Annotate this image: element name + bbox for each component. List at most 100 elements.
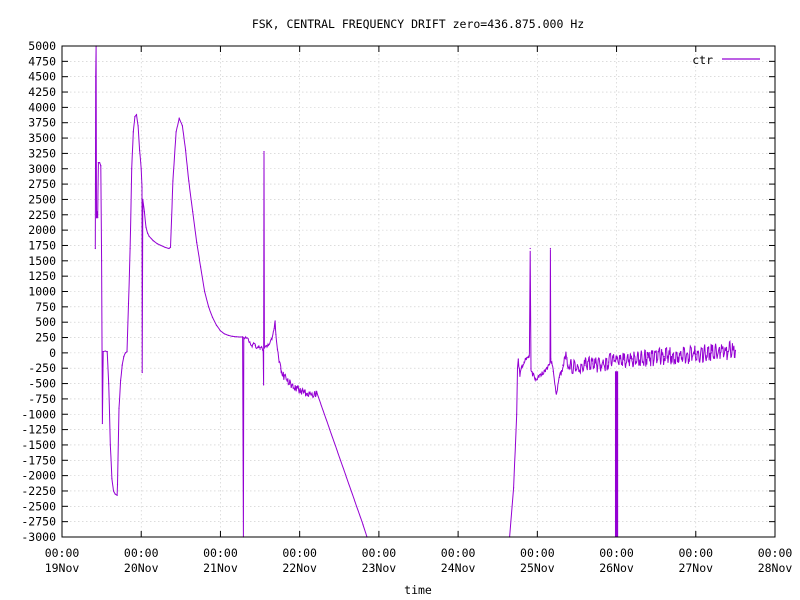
data-point-ctr xyxy=(274,320,276,322)
data-point-ctr xyxy=(204,290,206,293)
data-point-ctr xyxy=(631,358,634,360)
y-tick-label: 4750 xyxy=(28,54,56,68)
y-tick-label: 4500 xyxy=(28,70,56,84)
chart-title: FSK, CENTRAL FREQUENCY DRIFT zero=436.87… xyxy=(252,17,584,31)
data-point-ctr xyxy=(517,358,519,360)
burst-block-26nov xyxy=(614,371,619,537)
data-point-ctr xyxy=(106,351,108,353)
data-point-ctr xyxy=(94,247,96,250)
data-point-ctr xyxy=(126,351,128,353)
y-tick-label: 500 xyxy=(35,315,56,329)
y-tick-label: 250 xyxy=(35,331,56,345)
x-ticks: 00:0019Nov00:0020Nov00:0021Nov00:0022Nov… xyxy=(45,46,793,575)
data-point-ctr xyxy=(568,364,570,366)
data-point-ctr xyxy=(101,422,103,425)
data-point-ctr xyxy=(95,217,98,219)
data-point-ctr xyxy=(253,343,255,345)
data-point-ctr xyxy=(362,524,364,526)
data-point-ctr xyxy=(137,125,139,127)
data-point-ctr xyxy=(647,357,649,359)
x-tick-date-label: 26Nov xyxy=(599,561,634,575)
data-point-ctr xyxy=(143,211,145,213)
data-point-ctr xyxy=(246,337,248,339)
x-tick-date-label: 27Nov xyxy=(678,561,713,575)
y-tick-label: -3000 xyxy=(21,530,56,544)
data-point-ctr xyxy=(211,316,214,318)
data-point-ctr xyxy=(520,367,523,369)
data-point-ctr xyxy=(558,376,561,378)
y-tick-label: 3000 xyxy=(28,162,56,176)
data-point-ctr xyxy=(584,364,586,366)
y-tick-label: 1000 xyxy=(28,285,56,299)
y-tick-label: -1000 xyxy=(21,407,56,421)
data-point-ctr xyxy=(527,357,529,359)
x-axis-label: time xyxy=(404,583,432,597)
grid-lines xyxy=(61,45,776,538)
y-tick-label: 1250 xyxy=(28,269,56,283)
data-point-ctr xyxy=(549,247,552,250)
x-tick-time-label: 00:00 xyxy=(599,546,634,560)
data-point-ctr xyxy=(565,358,567,360)
data-point-ctr xyxy=(267,344,269,347)
data-point-ctr xyxy=(314,394,317,396)
data-point-ctr xyxy=(256,347,258,349)
y-tick-label: -500 xyxy=(28,377,56,391)
data-point-ctr xyxy=(109,444,111,446)
y-tick-label: 4000 xyxy=(28,100,56,114)
y-tick-label: 2500 xyxy=(28,192,56,206)
x-tick-time-label: 00:00 xyxy=(124,546,159,560)
data-point-ctr xyxy=(118,407,120,409)
x-tick-time-label: 00:00 xyxy=(203,546,238,560)
data-point-ctr xyxy=(549,361,551,363)
data-point-ctr xyxy=(152,240,154,242)
x-tick-time-label: 00:00 xyxy=(678,546,713,560)
data-point-ctr xyxy=(316,392,318,394)
data-point-ctr xyxy=(299,390,301,392)
data-point-ctr xyxy=(283,375,285,377)
data-point-ctr xyxy=(127,303,130,305)
data-point-ctr xyxy=(100,165,102,167)
data-point-ctr xyxy=(711,352,713,354)
data-point-ctr xyxy=(148,235,150,237)
data-point-ctr xyxy=(242,336,244,338)
x-tick-date-label: 21Nov xyxy=(203,561,238,575)
data-point-ctr xyxy=(227,334,229,336)
data-point-ctr xyxy=(134,116,136,118)
x-tick-time-label: 00:00 xyxy=(758,546,793,560)
data-point-ctr xyxy=(192,211,194,213)
y-tick-label: 1750 xyxy=(28,238,56,252)
data-point-ctr xyxy=(679,354,681,356)
data-point-ctr xyxy=(726,351,729,353)
y-tick-label: 2250 xyxy=(28,208,56,222)
data-point-ctr xyxy=(160,244,162,247)
data-point-ctr xyxy=(616,358,618,360)
y-tick-label: 3250 xyxy=(28,146,56,160)
y-tick-label: -1750 xyxy=(21,453,56,467)
data-point-ctr xyxy=(219,330,221,332)
data-point-ctr xyxy=(525,358,527,360)
y-tick-label: 1500 xyxy=(28,254,56,268)
data-point-ctr xyxy=(235,336,237,338)
data-point-ctr xyxy=(114,493,116,495)
data-point-ctr xyxy=(99,162,101,164)
data-point-ctr xyxy=(251,346,253,348)
data-point-ctr xyxy=(120,379,122,382)
data-point-ctr xyxy=(239,336,241,338)
data-point-ctr xyxy=(287,379,289,382)
data-point-ctr xyxy=(280,368,282,370)
data-point-ctr xyxy=(291,384,293,386)
data-point-ctr xyxy=(145,226,147,228)
data-point-ctr xyxy=(156,243,158,245)
y-tick-label: -2000 xyxy=(21,469,56,483)
y-tick-label: 3500 xyxy=(28,131,56,145)
data-point-ctr xyxy=(147,232,149,234)
y-tick-label: -1250 xyxy=(21,423,56,437)
data-point-ctr xyxy=(544,370,546,372)
data-point-ctr xyxy=(164,246,166,248)
data-point-ctr xyxy=(538,375,540,377)
data-point-ctr xyxy=(231,335,233,337)
data-point-ctr xyxy=(278,361,280,363)
data-point-ctr xyxy=(223,333,225,335)
data-point-ctr xyxy=(97,162,99,164)
